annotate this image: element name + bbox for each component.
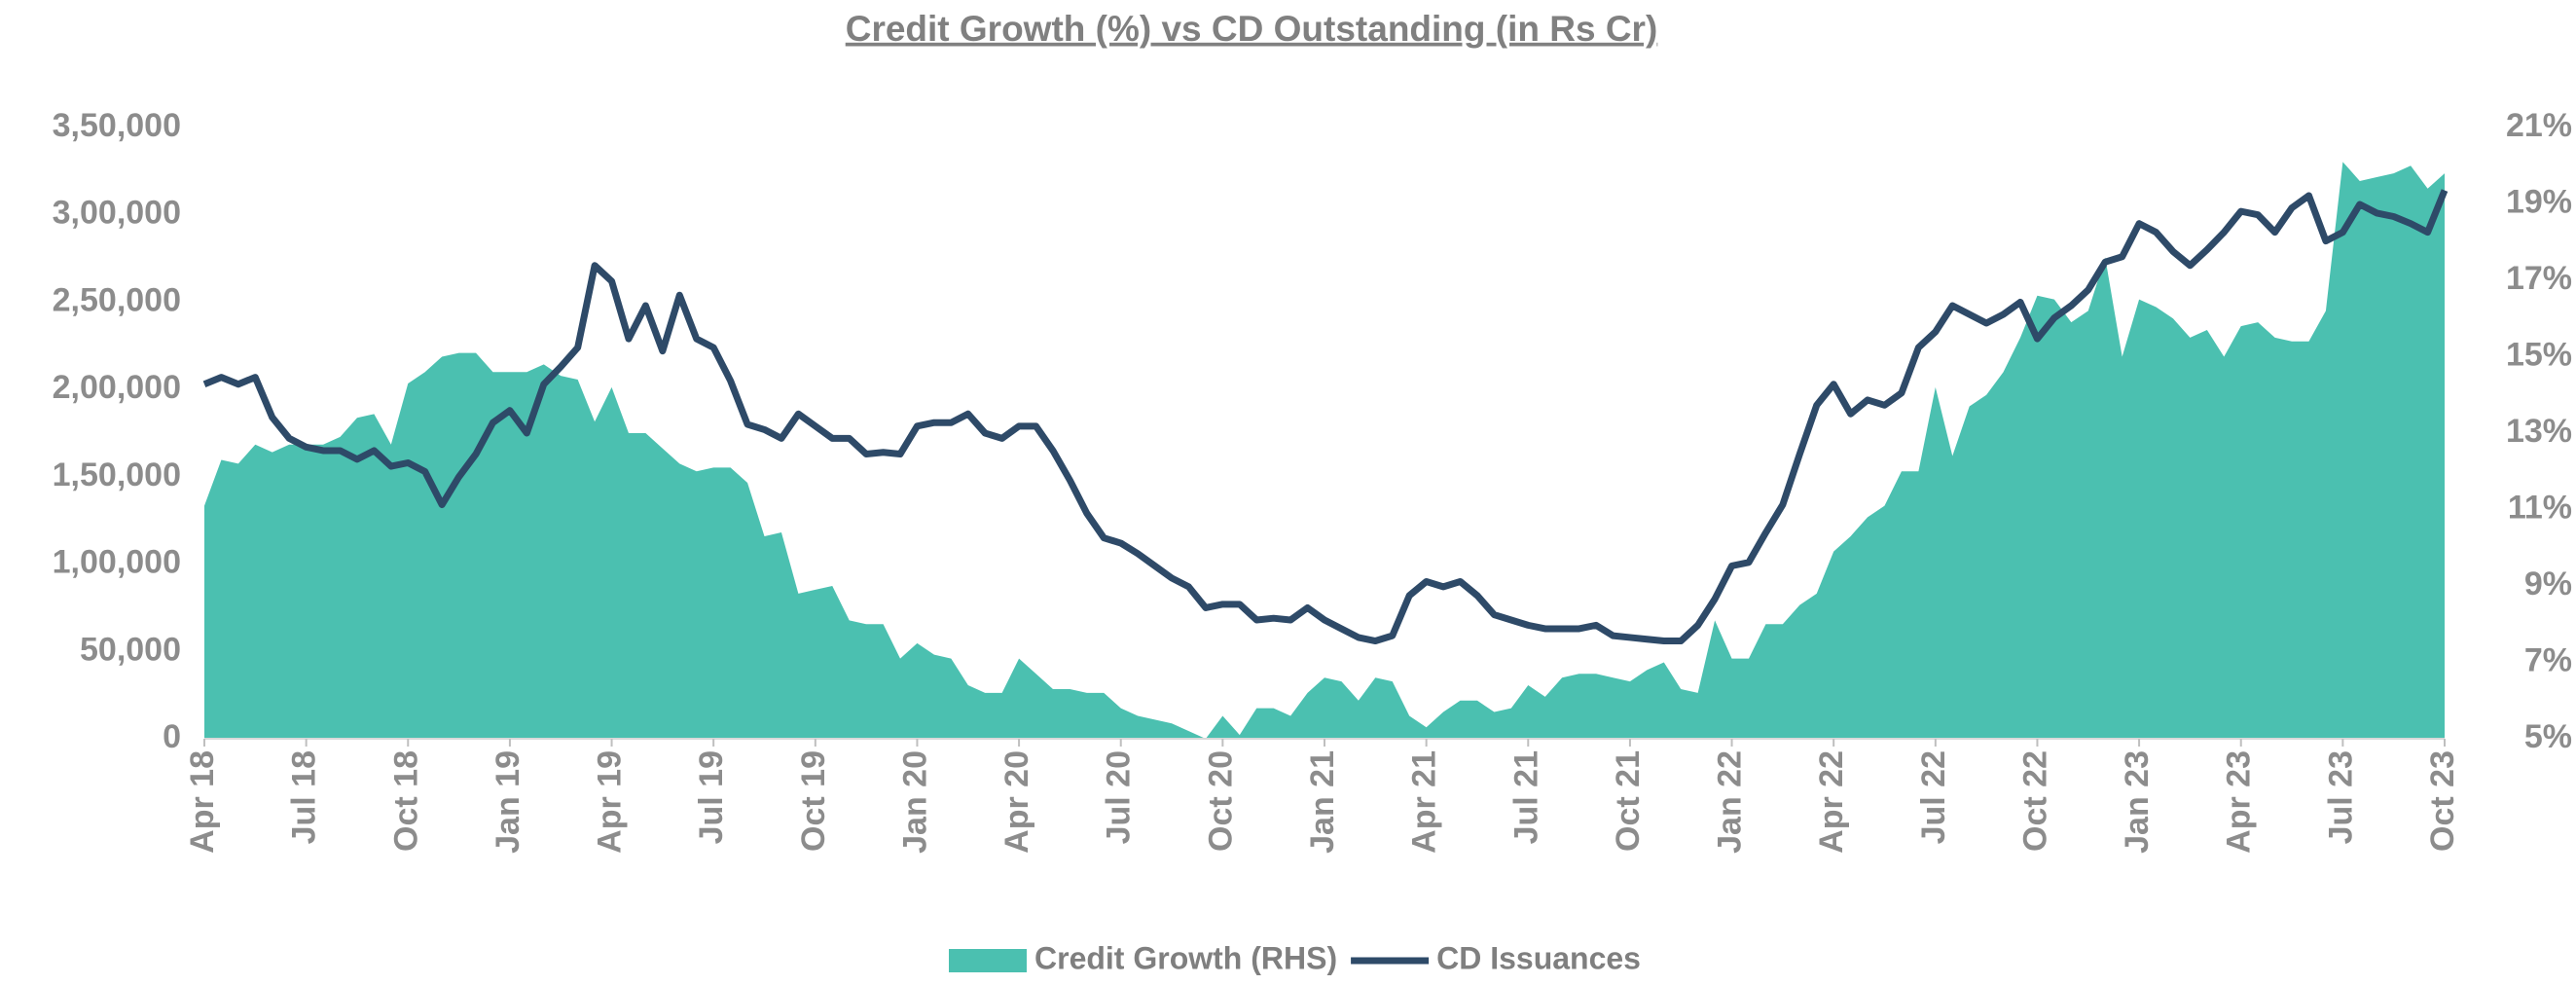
y-tick-label: 3,50,000 (53, 107, 181, 144)
y-tick-label: 0 (163, 718, 181, 755)
x-tick-label: Oct 20 (1202, 750, 1239, 852)
x-tick-label: Jan 22 (1712, 750, 1749, 854)
x-tick-label: Apr 19 (592, 750, 629, 854)
legend: Credit Growth (RHS) CD Issuances (949, 940, 1641, 975)
x-tick-label: Jul 20 (1101, 750, 1138, 844)
x-tick-label: Oct 22 (2016, 750, 2053, 852)
x-tick-label: Jul 22 (1915, 750, 1952, 844)
x-tick-label: Apr 23 (2221, 750, 2258, 854)
x-tick-label: Oct 18 (387, 750, 424, 852)
x-tick-label: Oct 23 (2424, 750, 2461, 852)
y-tick-label: 1,50,000 (53, 456, 181, 493)
chart-title: Credit Growth (%) vs CD Outstanding (in … (846, 9, 1658, 49)
y2-tick-label: 13% (2506, 413, 2572, 450)
y2-tick-label: 17% (2506, 260, 2572, 297)
x-tick-label: Jul 21 (1507, 750, 1544, 844)
y2-tick-label: 15% (2506, 336, 2572, 373)
y2-tick-label: 9% (2524, 565, 2572, 602)
x-tick-label: Apr 22 (1813, 750, 1850, 854)
y2-tick-label: 11% (2508, 489, 2572, 526)
legend-label: Credit Growth (RHS) (1034, 940, 1337, 975)
x-tick-label: Apr 21 (1406, 750, 1443, 854)
y2-tick-label: 21% (2506, 107, 2572, 144)
legend-label: CD Issuances (1436, 940, 1641, 975)
x-tick-label: Apr 20 (998, 750, 1035, 854)
x-tick-label: Oct 21 (1610, 750, 1647, 852)
legend-swatch (949, 949, 1027, 972)
area (204, 162, 2445, 739)
x-tick-label: Oct 19 (795, 750, 832, 852)
x-tick-label: Jul 23 (2322, 750, 2359, 844)
x-tick-label: Jul 19 (693, 750, 730, 844)
x-tick-label: Jan 21 (1304, 750, 1341, 854)
y2-tick-label: 5% (2524, 718, 2572, 755)
y-tick-label: 2,00,000 (53, 369, 181, 406)
y-tick-label: 1,00,000 (53, 544, 181, 581)
line (202, 189, 2449, 645)
x-tick-label: Apr 18 (184, 750, 221, 854)
y-tick-label: 50,000 (80, 631, 181, 668)
y-tick-label: 3,00,000 (53, 195, 181, 232)
x-tick-label: Jul 18 (286, 750, 323, 844)
x-tick-label: Jan 20 (896, 750, 933, 854)
x-tick-label: Jan 23 (2119, 750, 2156, 854)
x-tick-label: Jan 19 (490, 750, 526, 854)
y2-tick-label: 19% (2506, 183, 2572, 220)
y2-tick-label: 7% (2524, 641, 2572, 678)
y-tick-label: 2,50,000 (53, 281, 181, 318)
